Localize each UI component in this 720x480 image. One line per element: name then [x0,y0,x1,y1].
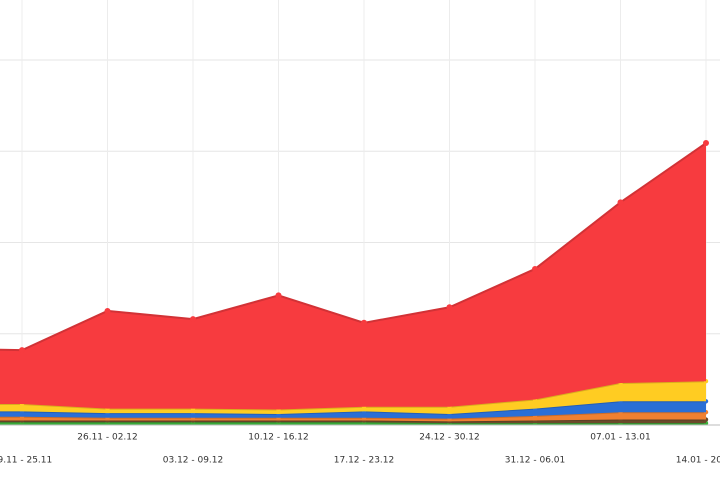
x-tick-label: 19.11 - 25.11 [0,456,52,466]
x-tick-label: 26.11 - 02.12 [77,433,138,443]
x-tick-label: 24.12 - 30.12 [419,433,480,443]
x-tick-label: 14.01 - 20.01 [676,456,720,466]
area [0,143,706,410]
x-tick-label: 31.12 - 06.01 [505,456,566,466]
point [104,307,111,314]
area [0,401,706,419]
point [532,265,538,272]
point [361,319,367,326]
x-tick-label: 07.01 - 13.01 [590,433,651,443]
area [0,412,706,422]
point [19,347,25,354]
point [617,199,624,206]
x-tick-label: 10.12 - 16.12 [248,433,309,443]
point [703,140,709,147]
point [275,292,282,299]
point [190,316,196,323]
area [0,381,706,415]
x-tick-label: 17.12 - 23.12 [334,456,395,466]
area-line [0,142,707,352]
x-tick-label: 03.12 - 09.12 [163,456,224,466]
point [446,304,453,311]
